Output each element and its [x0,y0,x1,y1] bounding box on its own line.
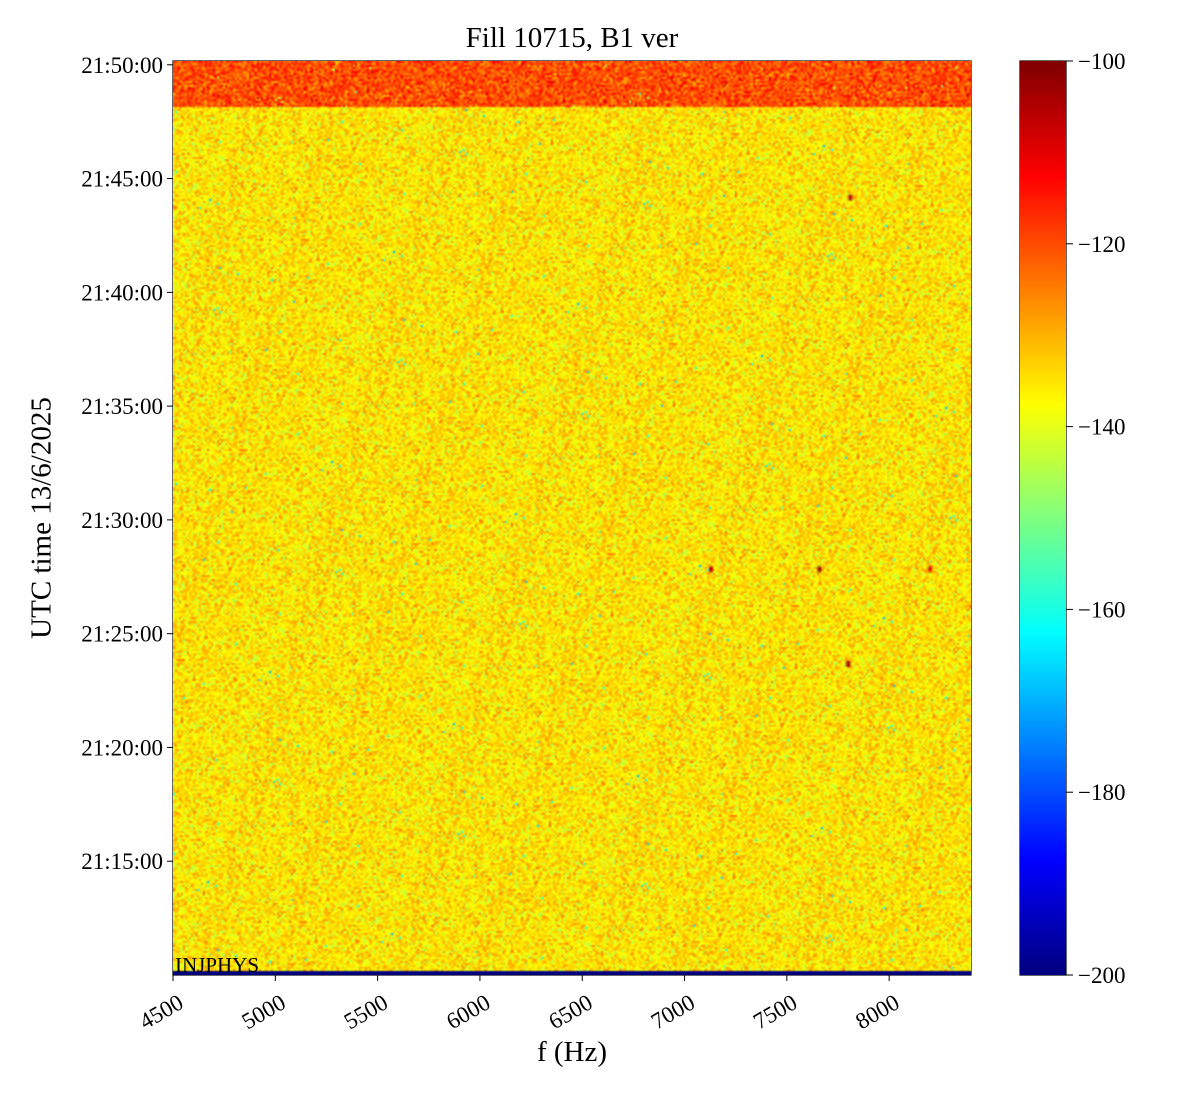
y-tick-label: 21:30:00 [81,508,163,533]
x-tick-label: 6000 [442,990,494,1035]
x-tick-label: 4500 [135,990,187,1035]
x-tick-label: 8000 [851,990,903,1035]
x-tick-label: 7500 [749,990,801,1035]
colorbar-tick-label: −160 [1078,597,1125,622]
x-tick-label: 7000 [647,990,699,1035]
chart-title: Fill 10715, B1 ver [465,22,679,54]
y-axis-label: UTC time 13/6/2025 [25,397,58,639]
y-tick-label: 21:50:00 [81,53,163,78]
y-tick-label: 21:25:00 [81,622,163,647]
y-tick-label: 21:20:00 [81,735,163,760]
x-tick-label: 5000 [237,990,289,1035]
colorbar-tick-label: −100 [1078,49,1125,74]
spectrogram-plot-area [173,61,971,975]
colorbar-ticks: −200 −180 −160 −140 −120 −100 [1066,49,1125,988]
mode-annotation: INJPHYS [175,953,260,977]
colorbar [1020,61,1066,975]
colorbar-gradient [1020,61,1066,975]
colorbar-tick-label: −180 [1078,780,1125,805]
colorbar-tick-label: −200 [1078,963,1125,988]
y-tick-label: 21:40:00 [81,280,163,305]
colorbar-tick-label: −120 [1078,232,1125,257]
x-tick-label: 6500 [544,990,596,1035]
x-tick-label: 5500 [340,990,392,1035]
spectrogram-heatmap [173,61,971,975]
y-tick-label: 21:35:00 [81,394,163,419]
y-tick-label: 21:15:00 [81,849,163,874]
x-axis-ticks: 4500 5000 5500 6000 6500 7000 7500 8000 [135,975,904,1035]
x-axis-label: f (Hz) [536,1036,608,1068]
y-tick-label: 21:45:00 [81,167,163,192]
colorbar-tick-label: −140 [1078,415,1125,440]
y-axis-ticks: 21:15:00 21:20:00 21:25:00 21:30:00 21:35:00… [81,53,173,874]
